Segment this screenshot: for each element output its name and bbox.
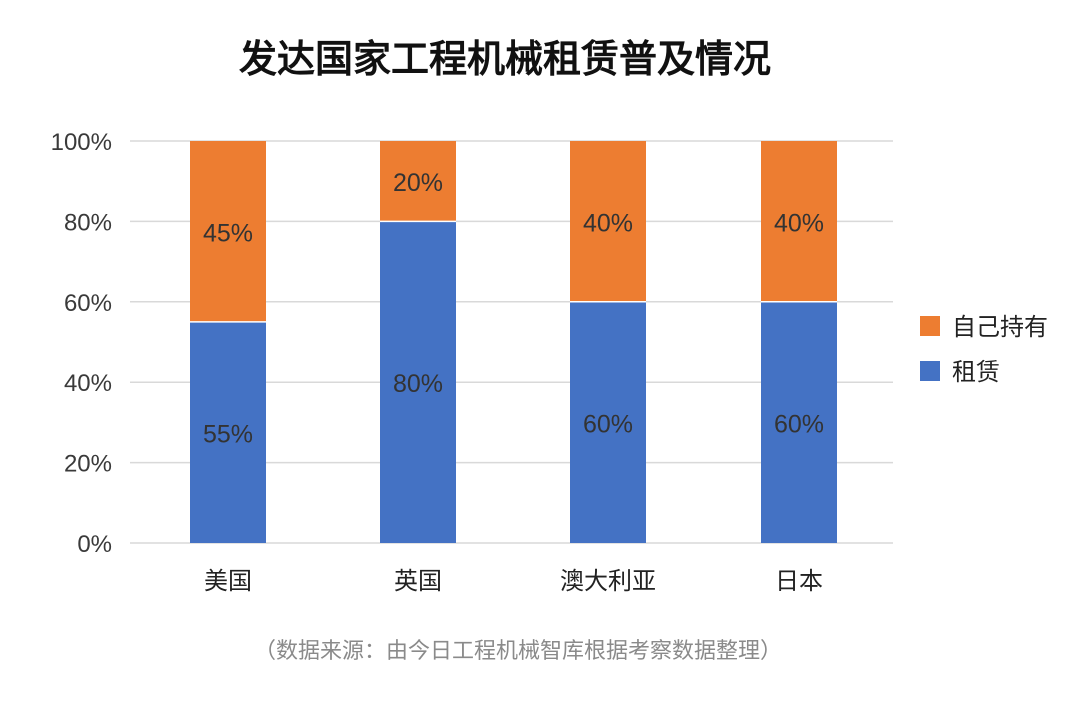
bar-segment (380, 221, 456, 543)
y-axis-ticks: 0% 20% 40% 60% 80% 100% (51, 129, 112, 558)
y-tick-label: 0% (77, 531, 112, 558)
legend-swatch (920, 361, 940, 381)
bars (190, 141, 837, 543)
bar-value-label: 40% (583, 209, 633, 237)
bar-segment (380, 141, 456, 222)
bar-value-label: 20% (393, 169, 443, 197)
bar-value-label: 60% (583, 410, 633, 438)
y-tick-label: 60% (64, 290, 112, 317)
bar-value-label: 40% (774, 209, 824, 237)
bar-value-label: 45% (203, 219, 253, 247)
x-category-label: 日本 (775, 567, 823, 595)
bar-value-label: 55% (203, 420, 253, 448)
bar-segment (761, 141, 837, 302)
y-tick-label: 80% (64, 209, 112, 236)
bar-segment (570, 141, 646, 302)
bar-value-label: 80% (393, 370, 443, 398)
data-labels: 55% 45% 80% 20% 60% 40% 60% 40% (203, 169, 824, 448)
bar-segment (570, 301, 646, 543)
x-axis-labels: 美国 英国 澳大利亚 日本 (204, 567, 823, 595)
y-tick-label: 20% (64, 451, 112, 478)
bar-segment (190, 321, 266, 543)
legend-label: 自己持有 (952, 313, 1048, 341)
bar-value-label: 60% (774, 410, 824, 438)
chart-title: 发达国家工程机械租赁普及情况 (239, 37, 771, 81)
legend-swatch (920, 316, 940, 336)
legend-label: 租赁 (952, 358, 1000, 386)
bar-segment (190, 141, 266, 322)
x-category-label: 英国 (394, 567, 442, 595)
bar-segment (761, 301, 837, 543)
y-tick-label: 40% (64, 370, 112, 397)
x-category-label: 美国 (204, 567, 252, 595)
x-category-label: 澳大利亚 (560, 567, 656, 595)
y-tick-label: 100% (51, 129, 112, 156)
source-note: （数据来源：由今日工程机械智库根据考察数据整理） (254, 639, 782, 664)
